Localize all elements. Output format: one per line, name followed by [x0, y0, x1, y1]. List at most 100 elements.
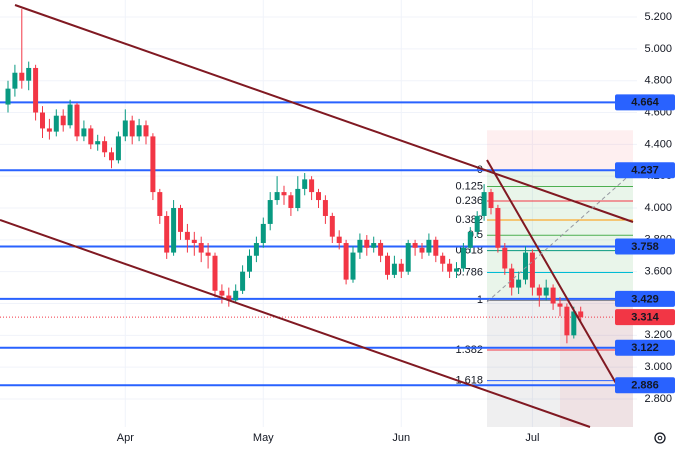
candle-body: [419, 247, 425, 253]
candle-body: [12, 72, 18, 89]
candle-body: [495, 208, 501, 248]
candle-body: [88, 128, 94, 145]
candle-body: [378, 243, 384, 256]
candle-body: [157, 192, 163, 216]
level-price-label: 2.886: [631, 380, 659, 392]
candle-body: [274, 192, 280, 201]
candle-body: [40, 112, 45, 129]
trend-line: [486, 159, 618, 386]
candle-body: [53, 115, 59, 132]
y-tick-label: 5.000: [644, 43, 672, 55]
current-price-label: 3.314: [631, 312, 659, 324]
candle-body: [191, 239, 197, 244]
candle-body: [115, 136, 121, 161]
y-tick-label: 3.600: [644, 266, 672, 278]
fib-level-label: 1: [477, 294, 483, 306]
candle-body: [364, 239, 370, 248]
candle-body: [385, 255, 390, 275]
level-price-label: 3.429: [631, 293, 659, 305]
level-price-box: [615, 94, 675, 111]
candle-body: [536, 287, 542, 296]
drawings: [0, 4, 634, 428]
fib-level-label: 0.125: [455, 180, 483, 192]
candle-body: [391, 263, 397, 275]
candle-body: [523, 252, 528, 280]
candle-body: [171, 208, 177, 253]
candle-body: [398, 263, 404, 272]
fib-level-label: 1.382: [455, 344, 483, 356]
candle-body: [447, 263, 453, 272]
candle-body: [198, 243, 204, 253]
candle-body: [46, 128, 52, 132]
candle-body: [233, 290, 239, 301]
candle-body: [516, 279, 522, 288]
candle-body: [371, 243, 377, 248]
candle-body: [502, 247, 508, 269]
gear-center: [657, 435, 663, 441]
gear-icon[interactable]: [654, 432, 666, 444]
candle-body: [336, 236, 342, 244]
candle-body: [460, 247, 466, 269]
candle-body: [564, 306, 570, 336]
trend-line: [14, 4, 634, 223]
level-price-label: 4.664: [631, 97, 659, 109]
candle-body: [350, 252, 356, 280]
candle-body: [433, 239, 439, 256]
candle-body: [557, 303, 563, 307]
candle-body: [578, 311, 584, 318]
background-layer: [0, 0, 637, 427]
candle-body: [164, 215, 170, 253]
level-price-box: [615, 339, 675, 356]
candle-body: [481, 192, 487, 216]
candle-body: [33, 67, 39, 113]
fib-zone: [487, 300, 633, 427]
candle-body: [267, 200, 273, 224]
x-tick-label: May: [253, 432, 274, 444]
candle-body: [288, 195, 294, 209]
settings-icon[interactable]: [654, 432, 666, 444]
candle-body: [322, 200, 328, 216]
candle-body: [529, 252, 535, 288]
candle-body: [226, 295, 232, 301]
y-tick-label: 4.800: [644, 75, 672, 87]
fib-level-label: 0.236: [455, 195, 483, 207]
candle-body: [357, 239, 363, 253]
candle-body: [109, 152, 114, 161]
level-price-box: [615, 377, 675, 394]
y-tick-label: 4.400: [644, 138, 672, 150]
candle-body: [129, 120, 135, 137]
candle-body: [60, 115, 66, 126]
candle-body: [81, 128, 87, 137]
level-price-box: [615, 290, 675, 307]
candle-body: [19, 72, 25, 81]
candle-body: [281, 192, 287, 196]
candle-body: [316, 192, 321, 201]
candle-body: [295, 188, 301, 209]
candle-body: [474, 215, 480, 232]
level-price-label: 3.122: [631, 342, 659, 354]
y-tick-label: 4.000: [644, 202, 672, 214]
candle-body: [219, 290, 225, 296]
level-price-box: [615, 162, 675, 179]
y-tick-label: 3.000: [644, 361, 672, 373]
x-tick-label: Jul: [525, 432, 539, 444]
candle-body: [571, 311, 577, 336]
candle-body: [509, 268, 515, 288]
candle-body: [178, 208, 183, 232]
candle-body: [205, 252, 211, 256]
fib-zone: [487, 130, 633, 171]
candle-body: [488, 192, 494, 209]
candle-body: [247, 255, 252, 272]
candle-body: [136, 125, 142, 137]
current-price-box: [615, 309, 675, 326]
candle-body: [454, 268, 459, 272]
y-tick-label: 3.200: [644, 329, 672, 341]
candle-body: [26, 67, 32, 81]
candle-body: [467, 231, 473, 248]
candle-body: [67, 104, 73, 126]
level-price-box: [615, 238, 675, 255]
x-tick-label: Apr: [117, 432, 134, 444]
level-price-label: 4.237: [631, 165, 659, 177]
candle-body: [405, 243, 411, 272]
